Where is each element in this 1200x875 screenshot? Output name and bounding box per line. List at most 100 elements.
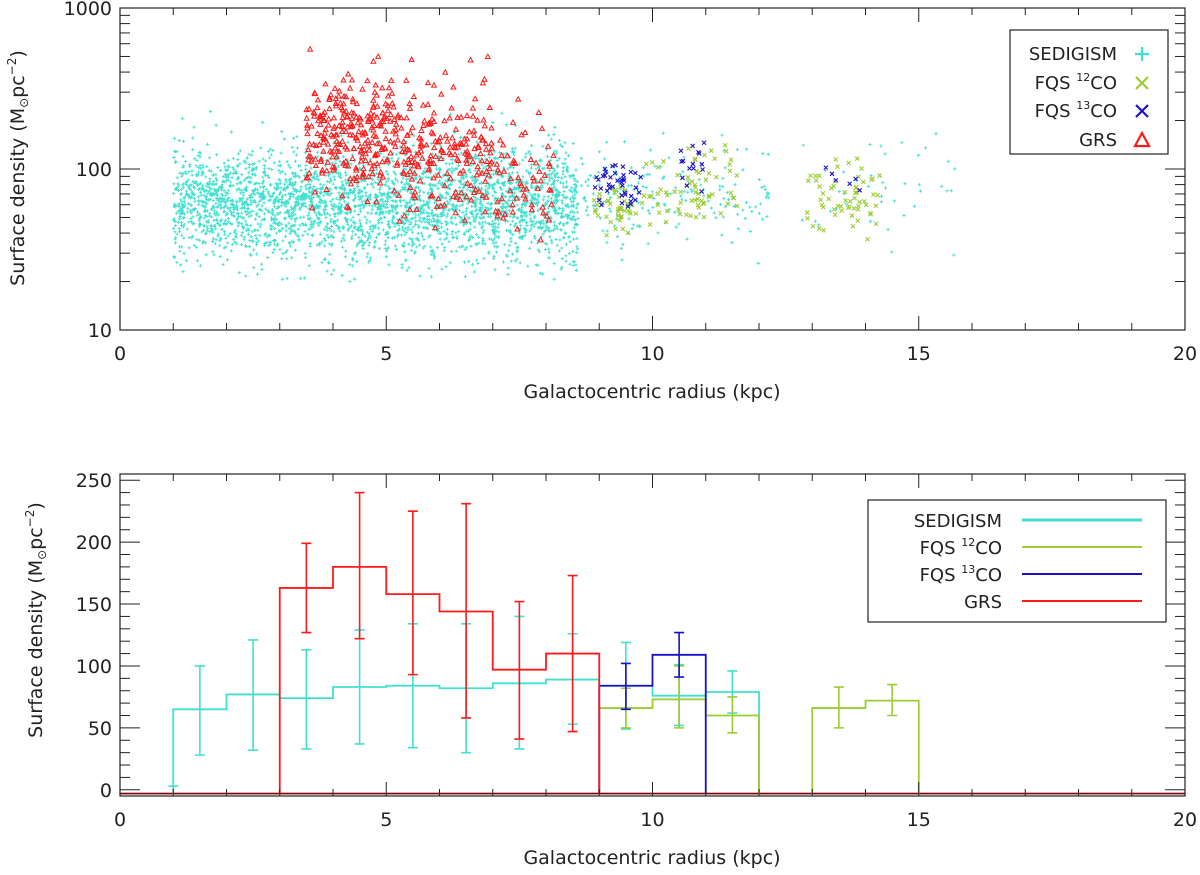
sedigism-point <box>492 254 496 258</box>
grs-point <box>424 79 432 86</box>
sedigism-point <box>360 194 365 198</box>
sedigism-point <box>181 154 185 158</box>
sedigism-point <box>723 166 727 170</box>
sedigism-point <box>526 264 530 268</box>
sedigism-point <box>730 241 734 245</box>
grs-point <box>324 140 332 147</box>
sedigism-point <box>180 233 184 238</box>
sedigism-point <box>235 182 239 186</box>
sedigism-point <box>630 226 634 231</box>
sedigism-point <box>918 189 922 193</box>
sedigism-point <box>487 185 491 189</box>
sedigism-point <box>561 185 566 189</box>
sedigism-point <box>437 179 442 183</box>
grs-point <box>382 127 389 134</box>
sedigism-point <box>615 235 620 239</box>
sedigism-point <box>439 231 443 236</box>
sedigism-point <box>576 202 580 206</box>
fqs12-point <box>831 183 837 189</box>
sedigism-point <box>200 230 204 234</box>
sedigism-point <box>232 210 236 214</box>
sedigism-point <box>232 167 236 172</box>
sedigism-point <box>250 195 254 200</box>
sedigism-point <box>332 212 337 217</box>
sedigism-point <box>565 222 569 226</box>
sedigism-point <box>543 201 548 205</box>
fqs13-point <box>690 161 696 167</box>
sedigism-point <box>434 172 438 176</box>
sedigism-point <box>222 189 226 193</box>
sedigism-point <box>472 219 476 223</box>
sedigism-point <box>379 185 383 189</box>
sedigism-point <box>197 224 201 228</box>
sedigism-point <box>334 204 338 208</box>
sedigism-point <box>458 220 462 224</box>
sedigism-point <box>395 210 399 215</box>
sedigism-point <box>387 222 391 226</box>
grs-point <box>421 117 428 124</box>
sedigism-point <box>436 154 441 158</box>
sedigism-point <box>365 238 369 242</box>
sedigism-point <box>458 135 463 139</box>
sedigism-point <box>605 229 609 233</box>
sedigism-point <box>438 192 442 196</box>
sedigism-point <box>434 207 439 211</box>
sedigism-point <box>181 139 186 143</box>
sedigism-point <box>529 193 533 197</box>
sedigism-point <box>453 216 457 220</box>
sedigism-point <box>223 232 227 237</box>
sedigism-point <box>322 210 326 215</box>
sedigism-point <box>405 268 409 272</box>
sedigism-point <box>390 218 394 222</box>
sedigism-point <box>576 210 580 214</box>
sedigism-point <box>208 197 212 201</box>
grs-point <box>350 145 358 152</box>
sedigism-point <box>291 209 296 214</box>
fqs12-point <box>813 173 818 179</box>
sedigism-point <box>192 243 196 248</box>
sedigism-point <box>574 168 578 172</box>
sedigism-point <box>644 185 648 190</box>
sedigism-point <box>465 188 469 192</box>
sedigism-point <box>233 228 237 232</box>
sedigism-point <box>483 154 487 158</box>
sedigism-point <box>179 198 183 202</box>
sedigism-point <box>416 186 421 190</box>
fqs12-point <box>846 160 852 166</box>
sedigism-point <box>257 215 261 219</box>
sedigism-point <box>423 166 427 171</box>
sedigism-point <box>387 263 391 267</box>
sedigism-point <box>229 249 233 253</box>
sedigism-point <box>290 256 294 260</box>
sedigism-point <box>224 194 228 198</box>
sedigism-point <box>491 241 495 245</box>
sedigism-point <box>177 138 181 143</box>
sedigism-point <box>569 204 573 208</box>
sedigism-point <box>473 198 477 202</box>
sedigism-point <box>573 182 577 187</box>
sedigism-point <box>247 171 251 175</box>
sedigism-point <box>420 220 424 224</box>
sedigism-point <box>427 222 431 226</box>
grs-point <box>430 81 438 88</box>
sedigism-point <box>312 195 316 200</box>
x-tick-label: 0 <box>114 343 126 365</box>
sedigism-point <box>419 231 423 235</box>
sedigism-point <box>504 123 509 127</box>
sedigism-point <box>424 175 428 179</box>
sedigism-point <box>574 223 578 227</box>
sedigism-point <box>496 245 500 249</box>
sedigism-point <box>318 201 322 205</box>
fqs12-point <box>683 212 689 218</box>
sedigism-point <box>201 239 206 243</box>
sedigism-point <box>353 232 358 237</box>
sedigism-point <box>469 244 473 248</box>
sedigism-point <box>478 181 482 185</box>
sedigism-point <box>316 150 320 154</box>
sedigism-point <box>510 147 514 151</box>
grs-point <box>480 116 487 123</box>
sedigism-point <box>379 207 383 211</box>
sedigism-point <box>416 238 421 242</box>
sedigism-point <box>352 204 357 208</box>
sedigism-point <box>413 250 417 254</box>
